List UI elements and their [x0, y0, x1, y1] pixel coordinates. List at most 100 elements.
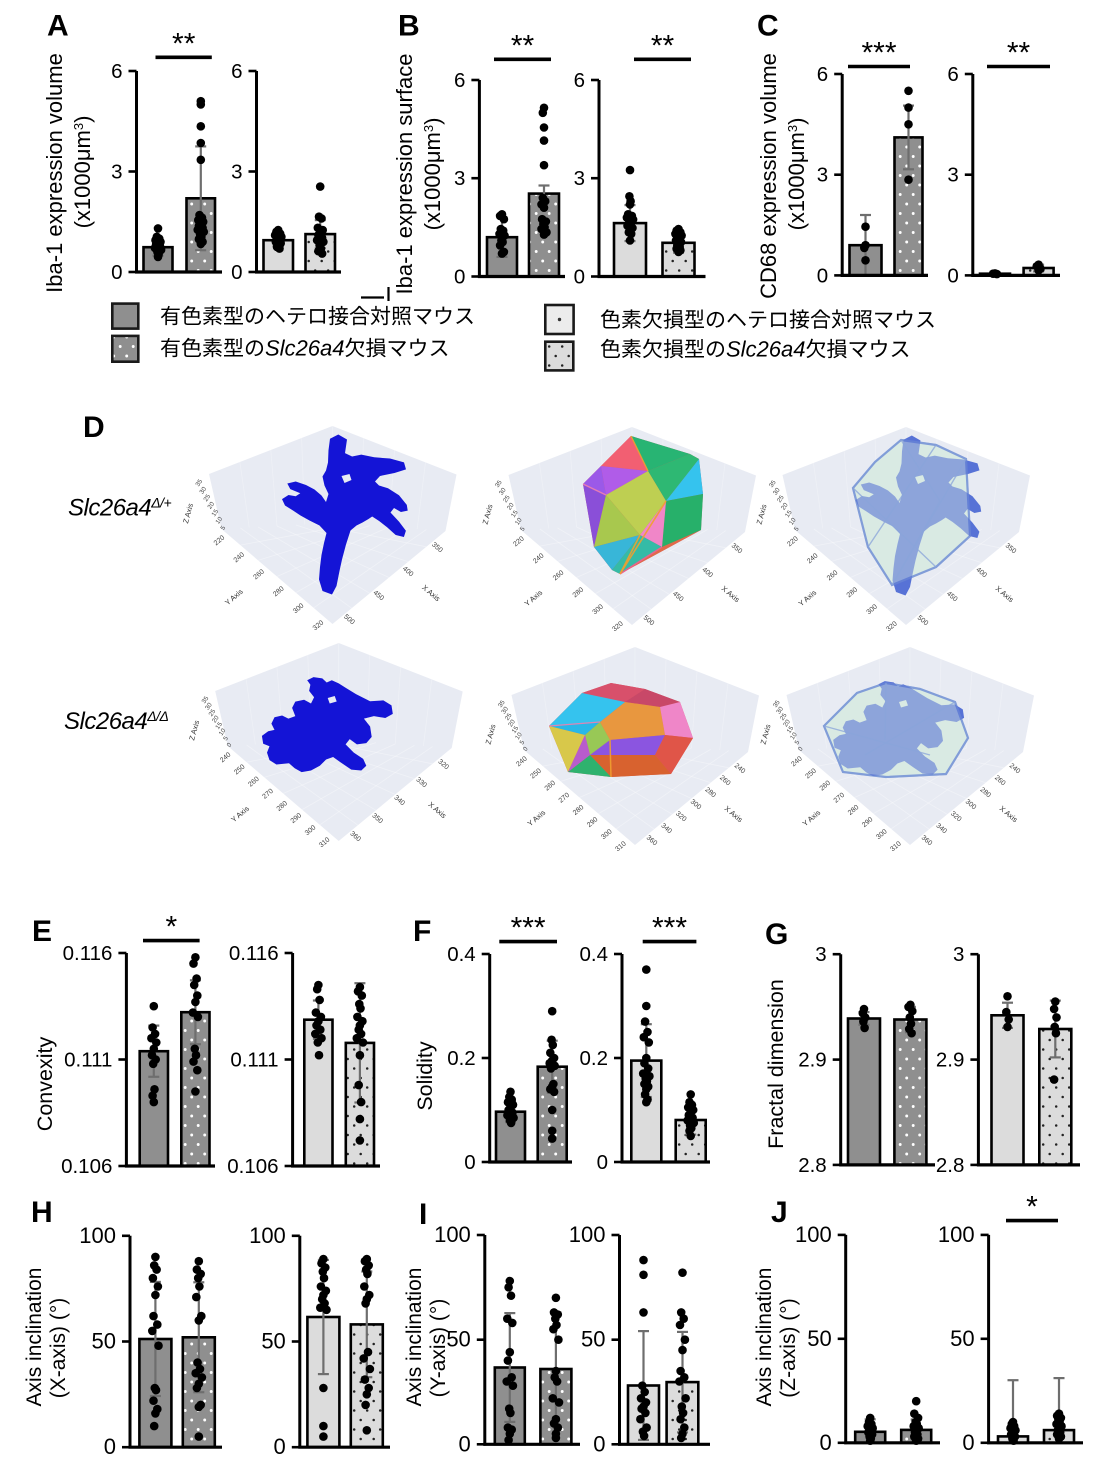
svg-text:Iba-1 expression volume: Iba-1 expression volume	[42, 53, 67, 293]
svg-text:20: 20	[206, 500, 216, 510]
svg-text:***: ***	[861, 37, 896, 70]
svg-text:***: ***	[511, 912, 546, 945]
svg-text:35: 35	[194, 478, 204, 488]
svg-text:100: 100	[79, 1223, 116, 1248]
svg-text:15: 15	[784, 509, 794, 519]
svg-text:15: 15	[786, 725, 796, 735]
svg-text:5: 5	[219, 524, 227, 531]
svg-text:6: 6	[111, 60, 122, 83]
svg-text:**: **	[1007, 37, 1031, 70]
svg-text:35: 35	[768, 479, 778, 489]
svg-text:3: 3	[454, 167, 465, 190]
svg-text:***: ***	[652, 912, 687, 945]
svg-text:30: 30	[500, 705, 510, 715]
svg-text:100: 100	[938, 1222, 975, 1247]
svg-text:0.116: 0.116	[229, 942, 279, 965]
svg-text:3: 3	[947, 164, 958, 187]
svg-text:30: 30	[775, 705, 785, 715]
svg-text:15: 15	[511, 725, 521, 735]
svg-text:Iba-1 expression surface: Iba-1 expression surface	[392, 54, 417, 295]
svg-text:0.106: 0.106	[61, 1155, 112, 1178]
svg-text:10: 10	[218, 727, 228, 737]
svg-text:20: 20	[211, 714, 221, 724]
svg-text:3: 3	[953, 943, 964, 966]
svg-text:0: 0	[231, 261, 242, 284]
svg-text:Solidity: Solidity	[413, 1041, 437, 1111]
svg-text:3: 3	[231, 161, 242, 184]
svg-text:100: 100	[249, 1223, 286, 1248]
svg-text:0.111: 0.111	[230, 1049, 278, 1072]
svg-text:30: 30	[772, 486, 782, 496]
svg-text:**: **	[651, 29, 675, 62]
svg-text:5: 5	[793, 739, 801, 746]
svg-text:0: 0	[464, 1151, 475, 1174]
svg-text:20: 20	[506, 501, 516, 511]
svg-text:*: *	[1026, 1191, 1038, 1224]
svg-text:0: 0	[574, 266, 585, 289]
svg-text:20: 20	[780, 501, 790, 511]
svg-text:Axis inclination: Axis inclination	[403, 1268, 426, 1407]
svg-text:Axis inclination: Axis inclination	[753, 1268, 776, 1407]
svg-text:I: I	[419, 1198, 427, 1231]
svg-text:B: B	[398, 10, 420, 43]
svg-text:5: 5	[519, 525, 527, 532]
svg-text:0.2: 0.2	[447, 1047, 476, 1070]
svg-text:0: 0	[104, 1434, 116, 1459]
svg-text:(x1000μm3): (x1000μm3)	[70, 116, 95, 229]
svg-text:(Z-axis) (°): (Z-axis) (°)	[777, 1298, 800, 1397]
svg-text:0: 0	[597, 1151, 608, 1174]
svg-text:30: 30	[204, 701, 214, 711]
svg-text:F: F	[413, 915, 431, 948]
svg-text:6: 6	[231, 60, 242, 83]
svg-text:6: 6	[574, 69, 585, 92]
svg-text:J: J	[771, 1196, 788, 1229]
svg-text:20: 20	[507, 718, 517, 728]
svg-text:50: 50	[446, 1327, 470, 1352]
svg-text:(Y-axis) (°): (Y-axis) (°)	[427, 1299, 450, 1398]
svg-text:3: 3	[111, 161, 122, 184]
svg-text:0.2: 0.2	[580, 1047, 609, 1070]
svg-text:0: 0	[111, 261, 122, 284]
svg-text:30: 30	[198, 485, 208, 495]
svg-text:2.9: 2.9	[798, 1049, 827, 1072]
svg-text:0: 0	[593, 1431, 605, 1456]
svg-text:C: C	[757, 10, 779, 43]
svg-text:0.4: 0.4	[447, 943, 476, 966]
svg-text:0: 0	[459, 1431, 471, 1456]
svg-text:25: 25	[502, 494, 512, 504]
svg-text:100: 100	[569, 1222, 606, 1247]
svg-text:H: H	[31, 1196, 53, 1229]
svg-text:15: 15	[510, 509, 520, 519]
svg-text:100: 100	[434, 1222, 471, 1247]
svg-text:Fractal dimension: Fractal dimension	[764, 979, 788, 1149]
svg-text:25: 25	[202, 493, 212, 503]
svg-text:2.9: 2.9	[936, 1049, 965, 1072]
svg-text:0: 0	[817, 264, 828, 287]
svg-text:0: 0	[962, 1430, 974, 1455]
svg-text:50: 50	[581, 1327, 605, 1352]
svg-text:Axis inclination: Axis inclination	[23, 1268, 46, 1407]
svg-text:CD68 expression volume: CD68 expression volume	[756, 53, 781, 299]
svg-text:5: 5	[222, 735, 230, 742]
svg-text:2.8: 2.8	[936, 1154, 965, 1177]
svg-text:50: 50	[261, 1329, 285, 1354]
svg-text:25: 25	[776, 494, 786, 504]
svg-text:5: 5	[518, 739, 526, 746]
svg-text:5: 5	[793, 525, 801, 532]
svg-text:10: 10	[514, 731, 524, 741]
svg-text:0: 0	[819, 1430, 831, 1455]
svg-text:10: 10	[514, 516, 524, 526]
svg-text:A: A	[47, 10, 69, 43]
svg-text:0: 0	[454, 266, 465, 289]
svg-text:Convexity: Convexity	[33, 1037, 57, 1132]
svg-text:3: 3	[815, 943, 826, 966]
svg-text:100: 100	[795, 1222, 832, 1247]
svg-text:15: 15	[210, 508, 220, 518]
svg-text:25: 25	[207, 708, 217, 718]
svg-text:0.111: 0.111	[64, 1049, 112, 1072]
svg-text:3: 3	[574, 167, 585, 190]
svg-text:(x1000μm3): (x1000μm3)	[784, 118, 809, 231]
svg-text:*: *	[165, 911, 177, 944]
svg-text:0: 0	[947, 264, 958, 287]
svg-text:0.106: 0.106	[227, 1155, 278, 1178]
